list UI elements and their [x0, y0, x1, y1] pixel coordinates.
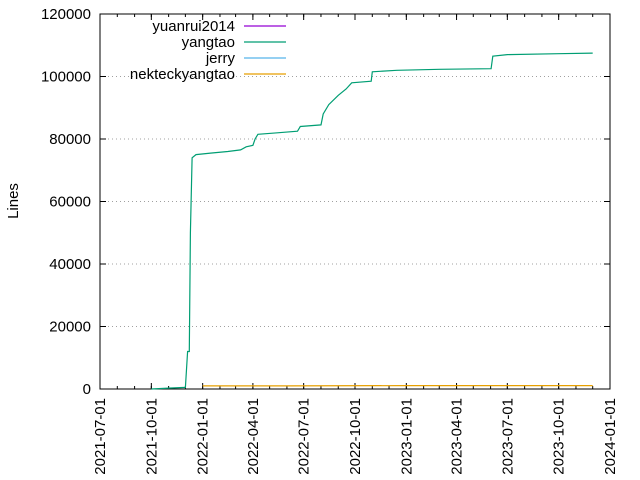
y-tick-label: 40000 [49, 256, 91, 273]
x-tick-label: 2022-01-01 [195, 398, 212, 475]
x-tick-label: 2022-10-01 [347, 398, 364, 475]
x-tick-label: 2024-01-01 [602, 398, 619, 475]
legend-label: yangtao [182, 34, 235, 51]
legend-label: nekteckyangtao [130, 66, 235, 83]
x-tick-label: 2023-10-01 [551, 398, 568, 475]
x-tick-label: 2021-07-01 [92, 398, 109, 475]
y-tick-label: 100000 [41, 69, 91, 86]
y-axis: 0 20000 40000 60000 80000 100000 120000 [41, 6, 610, 398]
x-tick-label: 2022-07-01 [296, 398, 313, 475]
x-tick-label: 2023-01-01 [398, 398, 415, 475]
y-tick-label: 20000 [49, 319, 91, 336]
x-tick-label: 2023-04-01 [449, 398, 466, 475]
y-tick-label: 120000 [41, 6, 91, 23]
x-tick-label: 2022-04-01 [245, 398, 262, 475]
series-lines [151, 52, 593, 390]
y-tick-label: 60000 [49, 194, 91, 211]
legend-label: jerry [205, 50, 236, 67]
series-line-yangtao [151, 52, 593, 390]
legend-label: yuanrui2014 [152, 18, 235, 35]
x-axis: 2021-07-01 2021-10-01 2022-01-01 2022-04-01… [92, 14, 619, 475]
grid-lines [100, 76, 610, 327]
y-tick-label: 80000 [49, 131, 91, 148]
x-tick-label: 2021-10-01 [143, 398, 160, 475]
y-tick-label: 0 [83, 381, 91, 398]
x-tick-label: 2023-07-01 [499, 398, 516, 475]
y-axis-title: Lines [5, 183, 22, 219]
